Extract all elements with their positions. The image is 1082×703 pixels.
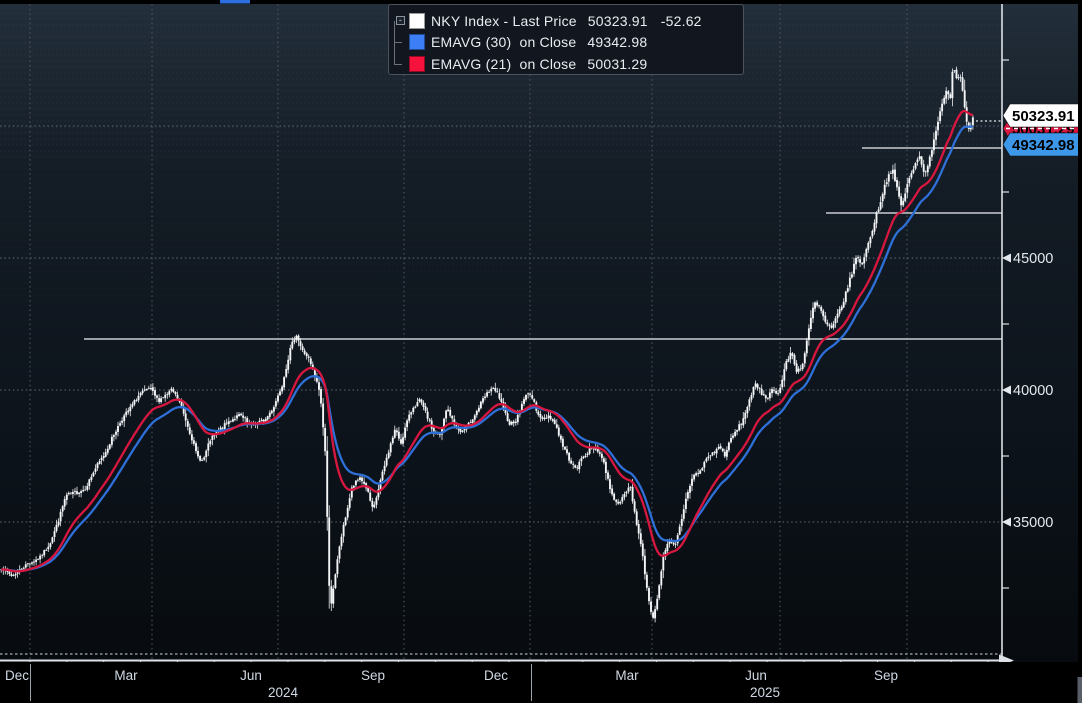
legend-value: 50323.91 — [587, 12, 648, 29]
y-axis-tick-label: 35000 — [1013, 515, 1053, 531]
legend-label: NKY Index - Last Price — [431, 12, 577, 29]
legend-label: EMAVG (21) on Close — [431, 55, 577, 72]
series-swatch-white — [409, 12, 425, 29]
legend-change: -52.62 — [660, 12, 702, 29]
x-axis-month-label: Jun — [745, 668, 767, 683]
x-axis-month-label: Sep — [361, 668, 385, 683]
x-axis-label-strip — [0, 662, 1082, 703]
x-axis-month-label: Dec — [5, 668, 29, 683]
emavg-21-line — [1, 109, 974, 573]
price-tag-value: 49342.98 — [1012, 137, 1075, 154]
price-tag-last: 50323.91 — [1002, 103, 1082, 128]
y-axis-labels: 45000 40000 35000 — [1002, 251, 1053, 531]
series-swatch-red — [409, 55, 425, 72]
legend-value: 50031.29 — [587, 55, 648, 72]
legend-item-emavg-21[interactable]: EMAVG (21) on Close 50031.29 — [395, 53, 743, 75]
x-axis-year-label: 2025 — [750, 685, 780, 700]
y-tick-arrow-icon — [1002, 385, 1011, 395]
y-axis-tick-label: 40000 — [1013, 383, 1053, 399]
legend-value: 49342.98 — [587, 34, 648, 51]
tree-collapse-icon[interactable]: - — [396, 16, 405, 25]
x-axis-year-label: 2024 — [268, 685, 299, 700]
x-axis-month-label: Mar — [114, 668, 138, 683]
price-tag-value: 50323.91 — [1012, 108, 1075, 125]
background-texture — [0, 158, 1002, 298]
top-accent-bar — [220, 0, 250, 4]
x-axis-month-label: Dec — [484, 668, 508, 683]
x-axis-month-label: Jun — [240, 668, 262, 683]
legend-tree-stub — [394, 42, 402, 43]
price-tag-emavg30: 49342.98 — [1002, 132, 1082, 157]
emavg-30-line — [1, 124, 974, 573]
chart-legend: - NKY Index - Last Price 50323.91 -52.62… — [388, 4, 744, 75]
series-swatch-blue — [409, 34, 425, 51]
legend-label: EMAVG (30) on Close — [431, 34, 577, 51]
legend-indent: - — [395, 10, 409, 32]
right-edge-strip — [1078, 0, 1082, 703]
x-axis-labels: Dec Mar Jun Sep Dec Mar Jun Sep 2024 2025 — [5, 664, 898, 701]
x-axis-month-label: Sep — [874, 668, 898, 683]
scrollbar-nub[interactable] — [1077, 677, 1082, 703]
series-layer — [0, 66, 974, 623]
y-tick-arrow-icon — [1002, 517, 1011, 527]
x-axis-month-label: Mar — [615, 668, 639, 683]
legend-tree-stub — [394, 64, 402, 65]
top-window-strip — [0, 0, 1082, 4]
legend-item-nky-index[interactable]: - NKY Index - Last Price 50323.91 -52.62 — [395, 10, 743, 32]
y-tick-arrow-icon — [1002, 253, 1011, 263]
gridlines — [0, 4, 1002, 660]
y-axis-tick-label: 45000 — [1013, 251, 1053, 267]
legend-item-emavg-30[interactable]: EMAVG (30) on Close 49342.98 — [395, 32, 743, 54]
